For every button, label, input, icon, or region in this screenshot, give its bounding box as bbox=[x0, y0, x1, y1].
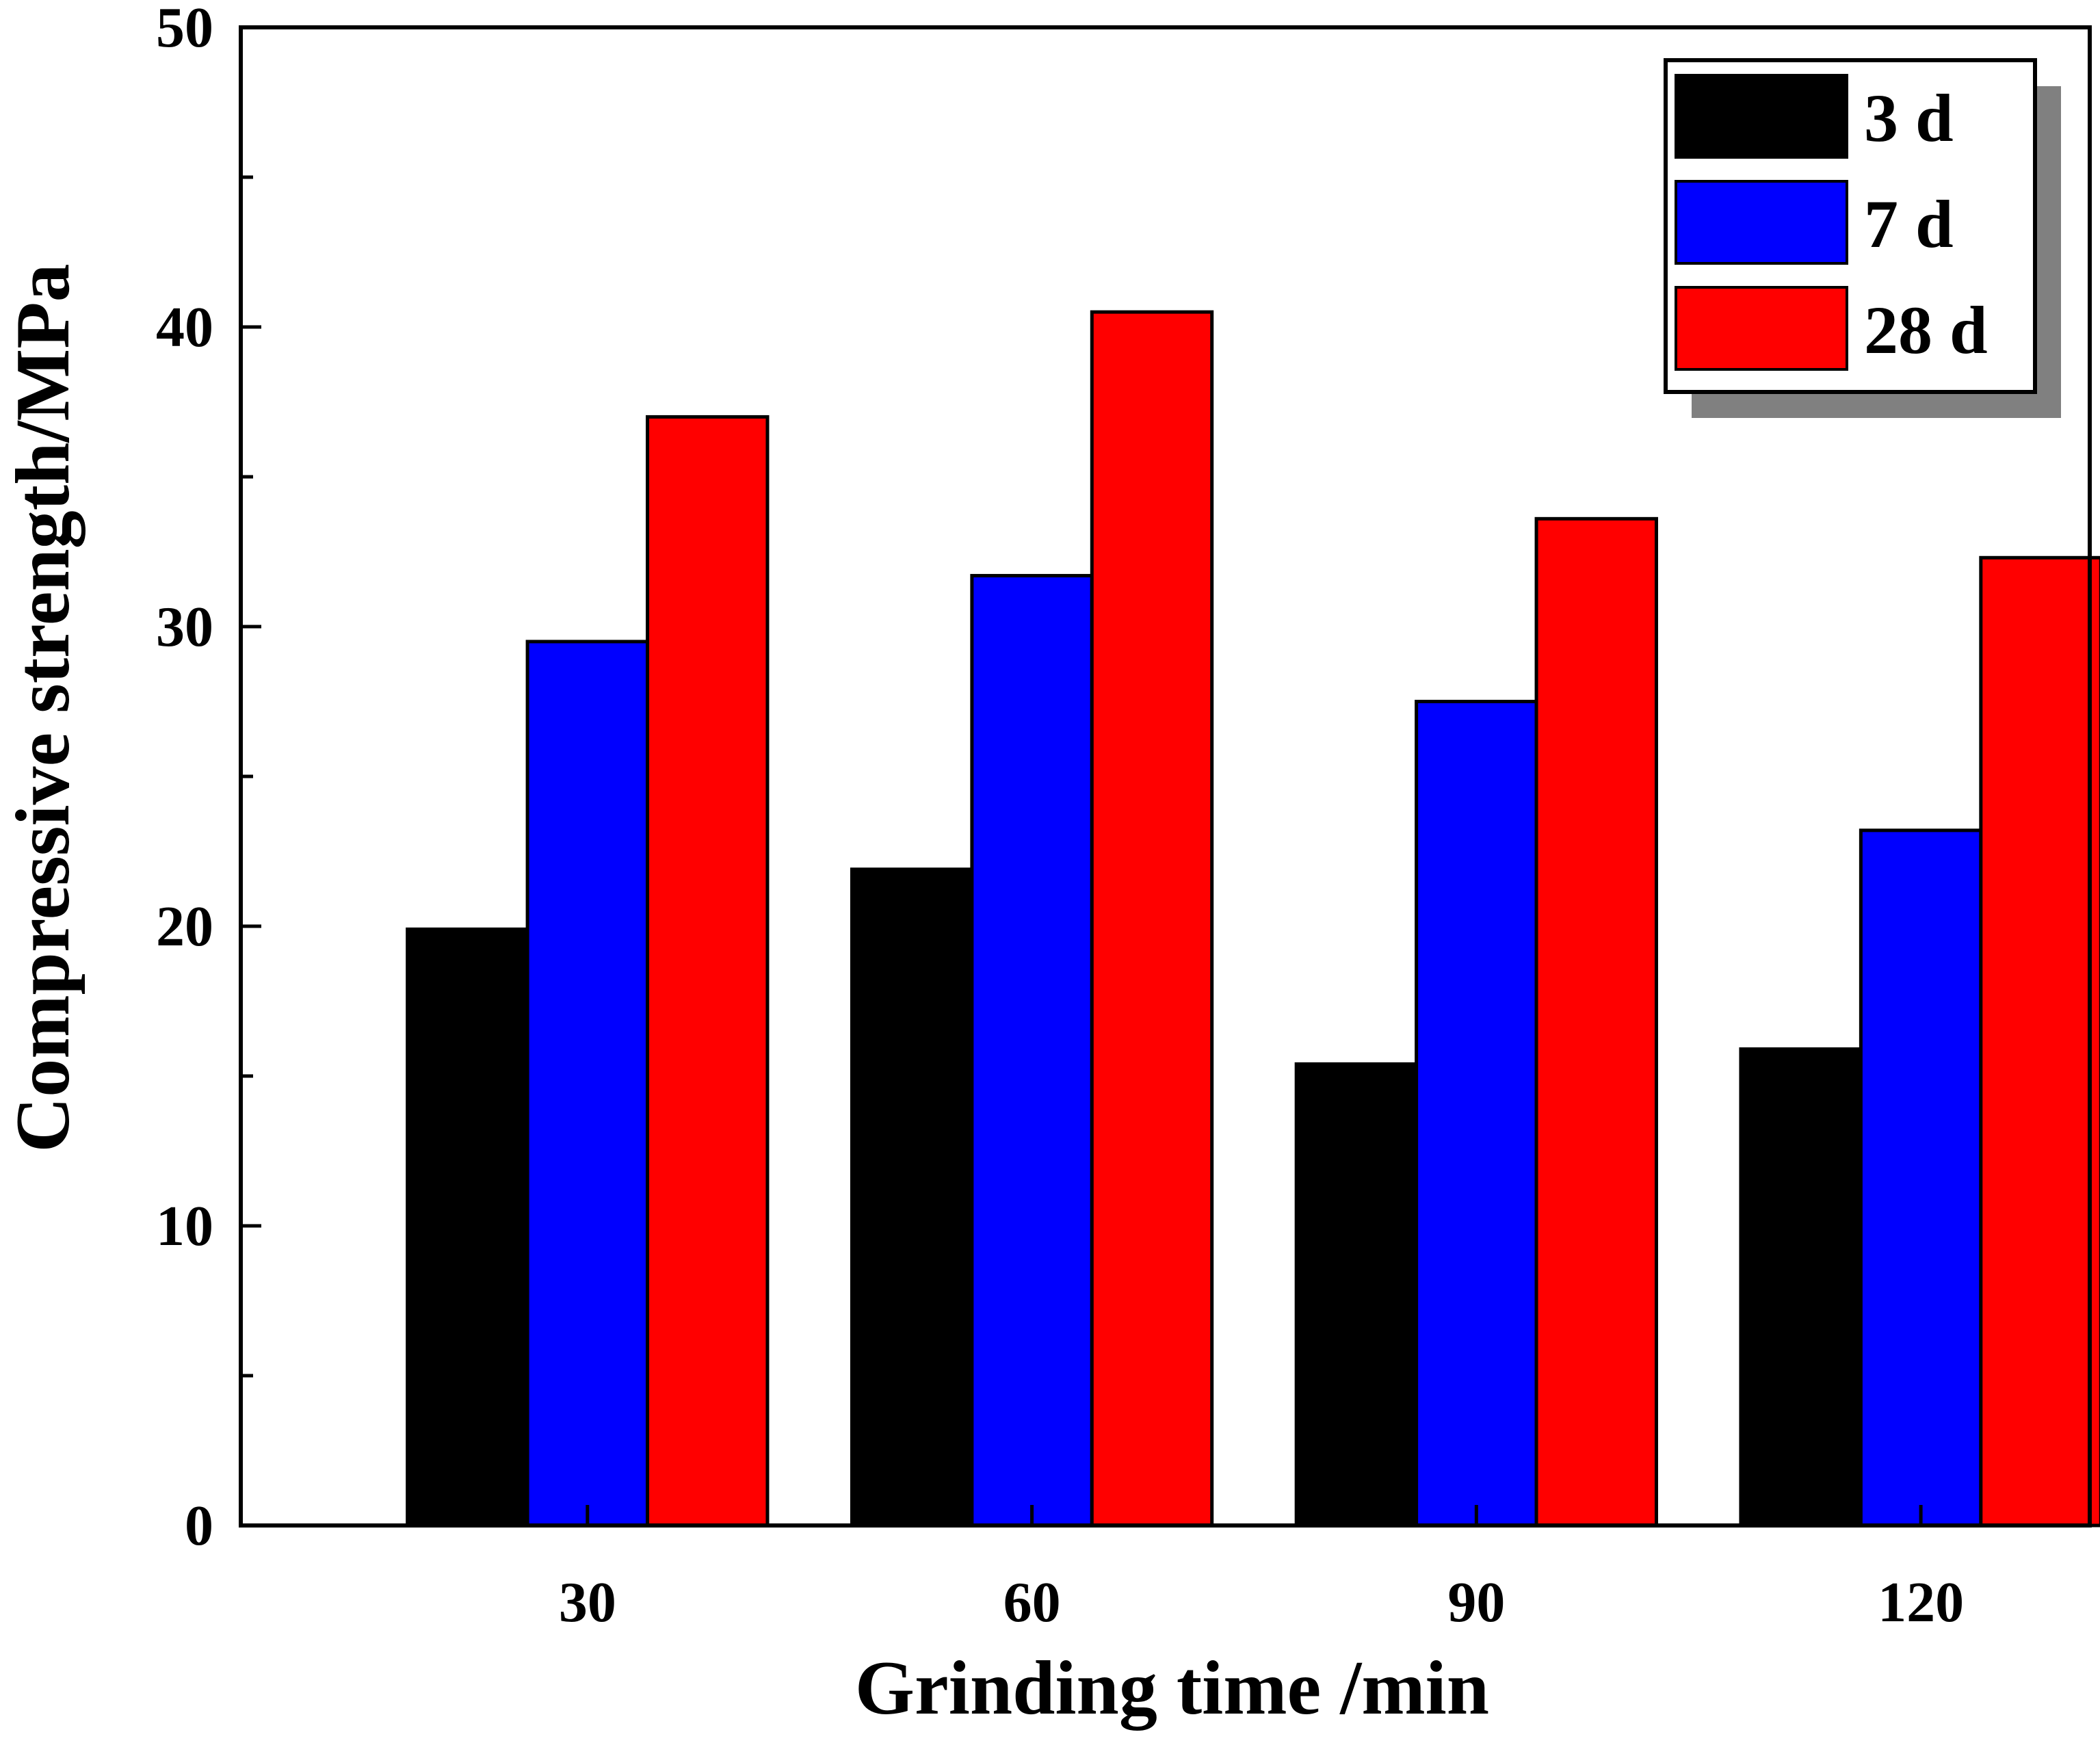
y-tick-label: 40 bbox=[156, 296, 213, 359]
bar-3d-90 bbox=[1294, 1062, 1419, 1528]
bar-28d-120 bbox=[1979, 555, 2100, 1528]
bar-28d-30 bbox=[646, 415, 770, 1528]
legend: 3 d 7 d 28 d bbox=[1664, 58, 2061, 418]
bar-7d-120 bbox=[1859, 828, 1983, 1528]
legend-label-28d: 28 d bbox=[1864, 292, 1988, 368]
bar-7d-30 bbox=[525, 640, 650, 1528]
x-tick-label: 60 bbox=[1003, 1571, 1061, 1634]
y-axis-title: Compressive strength/MPa bbox=[1, 263, 86, 1152]
y-tick-label: 20 bbox=[156, 895, 213, 958]
axes-group: 0 10 20 30 40 50 30 60 90 120 bbox=[156, 0, 2092, 1634]
bar-28d-90 bbox=[1534, 516, 1658, 1528]
y-tick-label: 30 bbox=[156, 595, 213, 659]
bars-group bbox=[406, 310, 2100, 1528]
legend-swatch-28d bbox=[1675, 286, 1848, 371]
legend-swatch-7d bbox=[1675, 180, 1848, 265]
x-tick-label: 30 bbox=[559, 1571, 616, 1634]
y-tick-label: 10 bbox=[156, 1194, 213, 1258]
bar-3d-30 bbox=[406, 927, 529, 1528]
y-tick-label: 0 bbox=[185, 1494, 213, 1558]
bar-28d-60 bbox=[1090, 310, 1214, 1528]
x-axis-title: Grinding time /min bbox=[855, 1646, 1489, 1731]
bar-7d-90 bbox=[1415, 700, 1538, 1528]
bar-3d-60 bbox=[850, 867, 974, 1528]
legend-label-7d: 7 d bbox=[1864, 186, 1954, 262]
x-tick-label: 90 bbox=[1447, 1571, 1505, 1634]
legend-label-3d: 3 d bbox=[1864, 80, 1954, 156]
bar-3d-120 bbox=[1739, 1047, 1863, 1528]
bar-7d-60 bbox=[970, 574, 1094, 1528]
x-tick-label: 120 bbox=[1878, 1571, 1964, 1634]
y-tick-label: 50 bbox=[156, 0, 213, 60]
legend-swatch-3d bbox=[1675, 74, 1848, 159]
